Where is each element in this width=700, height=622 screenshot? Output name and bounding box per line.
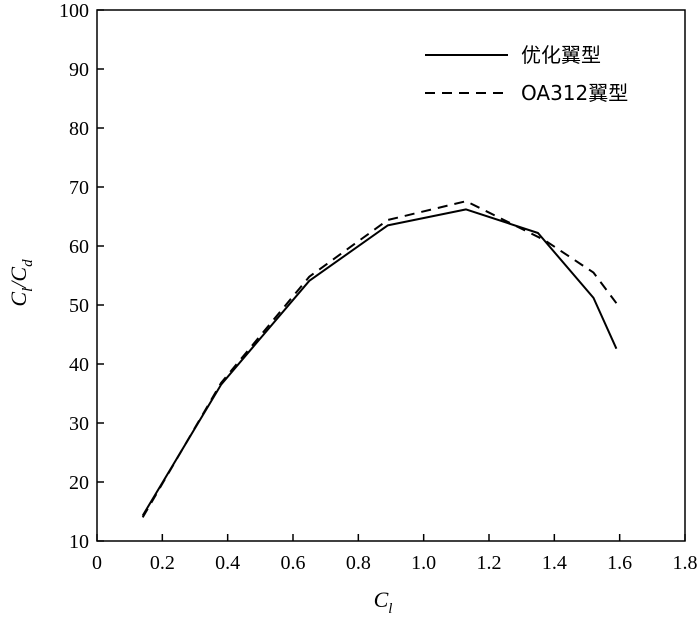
y-tick-label: 20 (69, 472, 89, 494)
y-axis-title-den-main: C (6, 267, 31, 282)
y-tick-label: 80 (69, 118, 89, 140)
x-tick-label: 0 (92, 552, 102, 574)
y-tick-label: 70 (69, 177, 89, 199)
x-tick-label: 0.2 (150, 552, 175, 574)
series-line-1 (141, 208, 618, 517)
x-tick-label: 0.4 (215, 552, 240, 574)
legend-label-series-2: OA312翼型 (521, 81, 628, 105)
x-axis-title: Cl (374, 587, 393, 617)
x-tick-label: 0.8 (346, 552, 371, 574)
y-tick-label: 40 (69, 354, 89, 376)
x-axis-title-sub: l (388, 601, 392, 617)
y-tick-label: 10 (69, 531, 89, 553)
legend-label-series-1: 优化翼型 (521, 43, 601, 67)
plot-frame (96, 9, 686, 542)
y-tick-label: 50 (69, 295, 89, 317)
x-tick-label: 1.8 (673, 552, 698, 574)
y-axis-title-den-sub: d (20, 259, 36, 267)
legend: 优化翼型 OA312翼型 (425, 43, 628, 105)
x-tick-label: 0.6 (281, 552, 306, 574)
axes (96, 9, 686, 542)
y-tick-label: 90 (69, 59, 89, 81)
x-tick-label: 1.2 (477, 552, 502, 574)
y-axis-title-num-sub: l (20, 288, 36, 292)
x-axis-title-main: C (374, 587, 389, 612)
series-lines (141, 200, 618, 518)
tick-labels: 0 0.2 0.4 0.6 0.8 1.0 1.2 1.4 1.6 1.8 10 20 30 40 50 60… (59, 0, 698, 574)
y-tick-label: 100 (59, 0, 89, 22)
y-tick-label: 30 (69, 413, 89, 435)
y-tick-label: 60 (69, 236, 89, 258)
series-line-2 (141, 200, 618, 518)
x-tick-label: 1.6 (607, 552, 632, 574)
x-tick-label: 1.0 (411, 552, 436, 574)
x-tick-label: 1.4 (542, 552, 567, 574)
y-axis-title: Cl/Cd (6, 259, 36, 307)
y-axis-title-separator: / (6, 280, 31, 290)
y-axis-title-num-main: C (6, 292, 31, 307)
